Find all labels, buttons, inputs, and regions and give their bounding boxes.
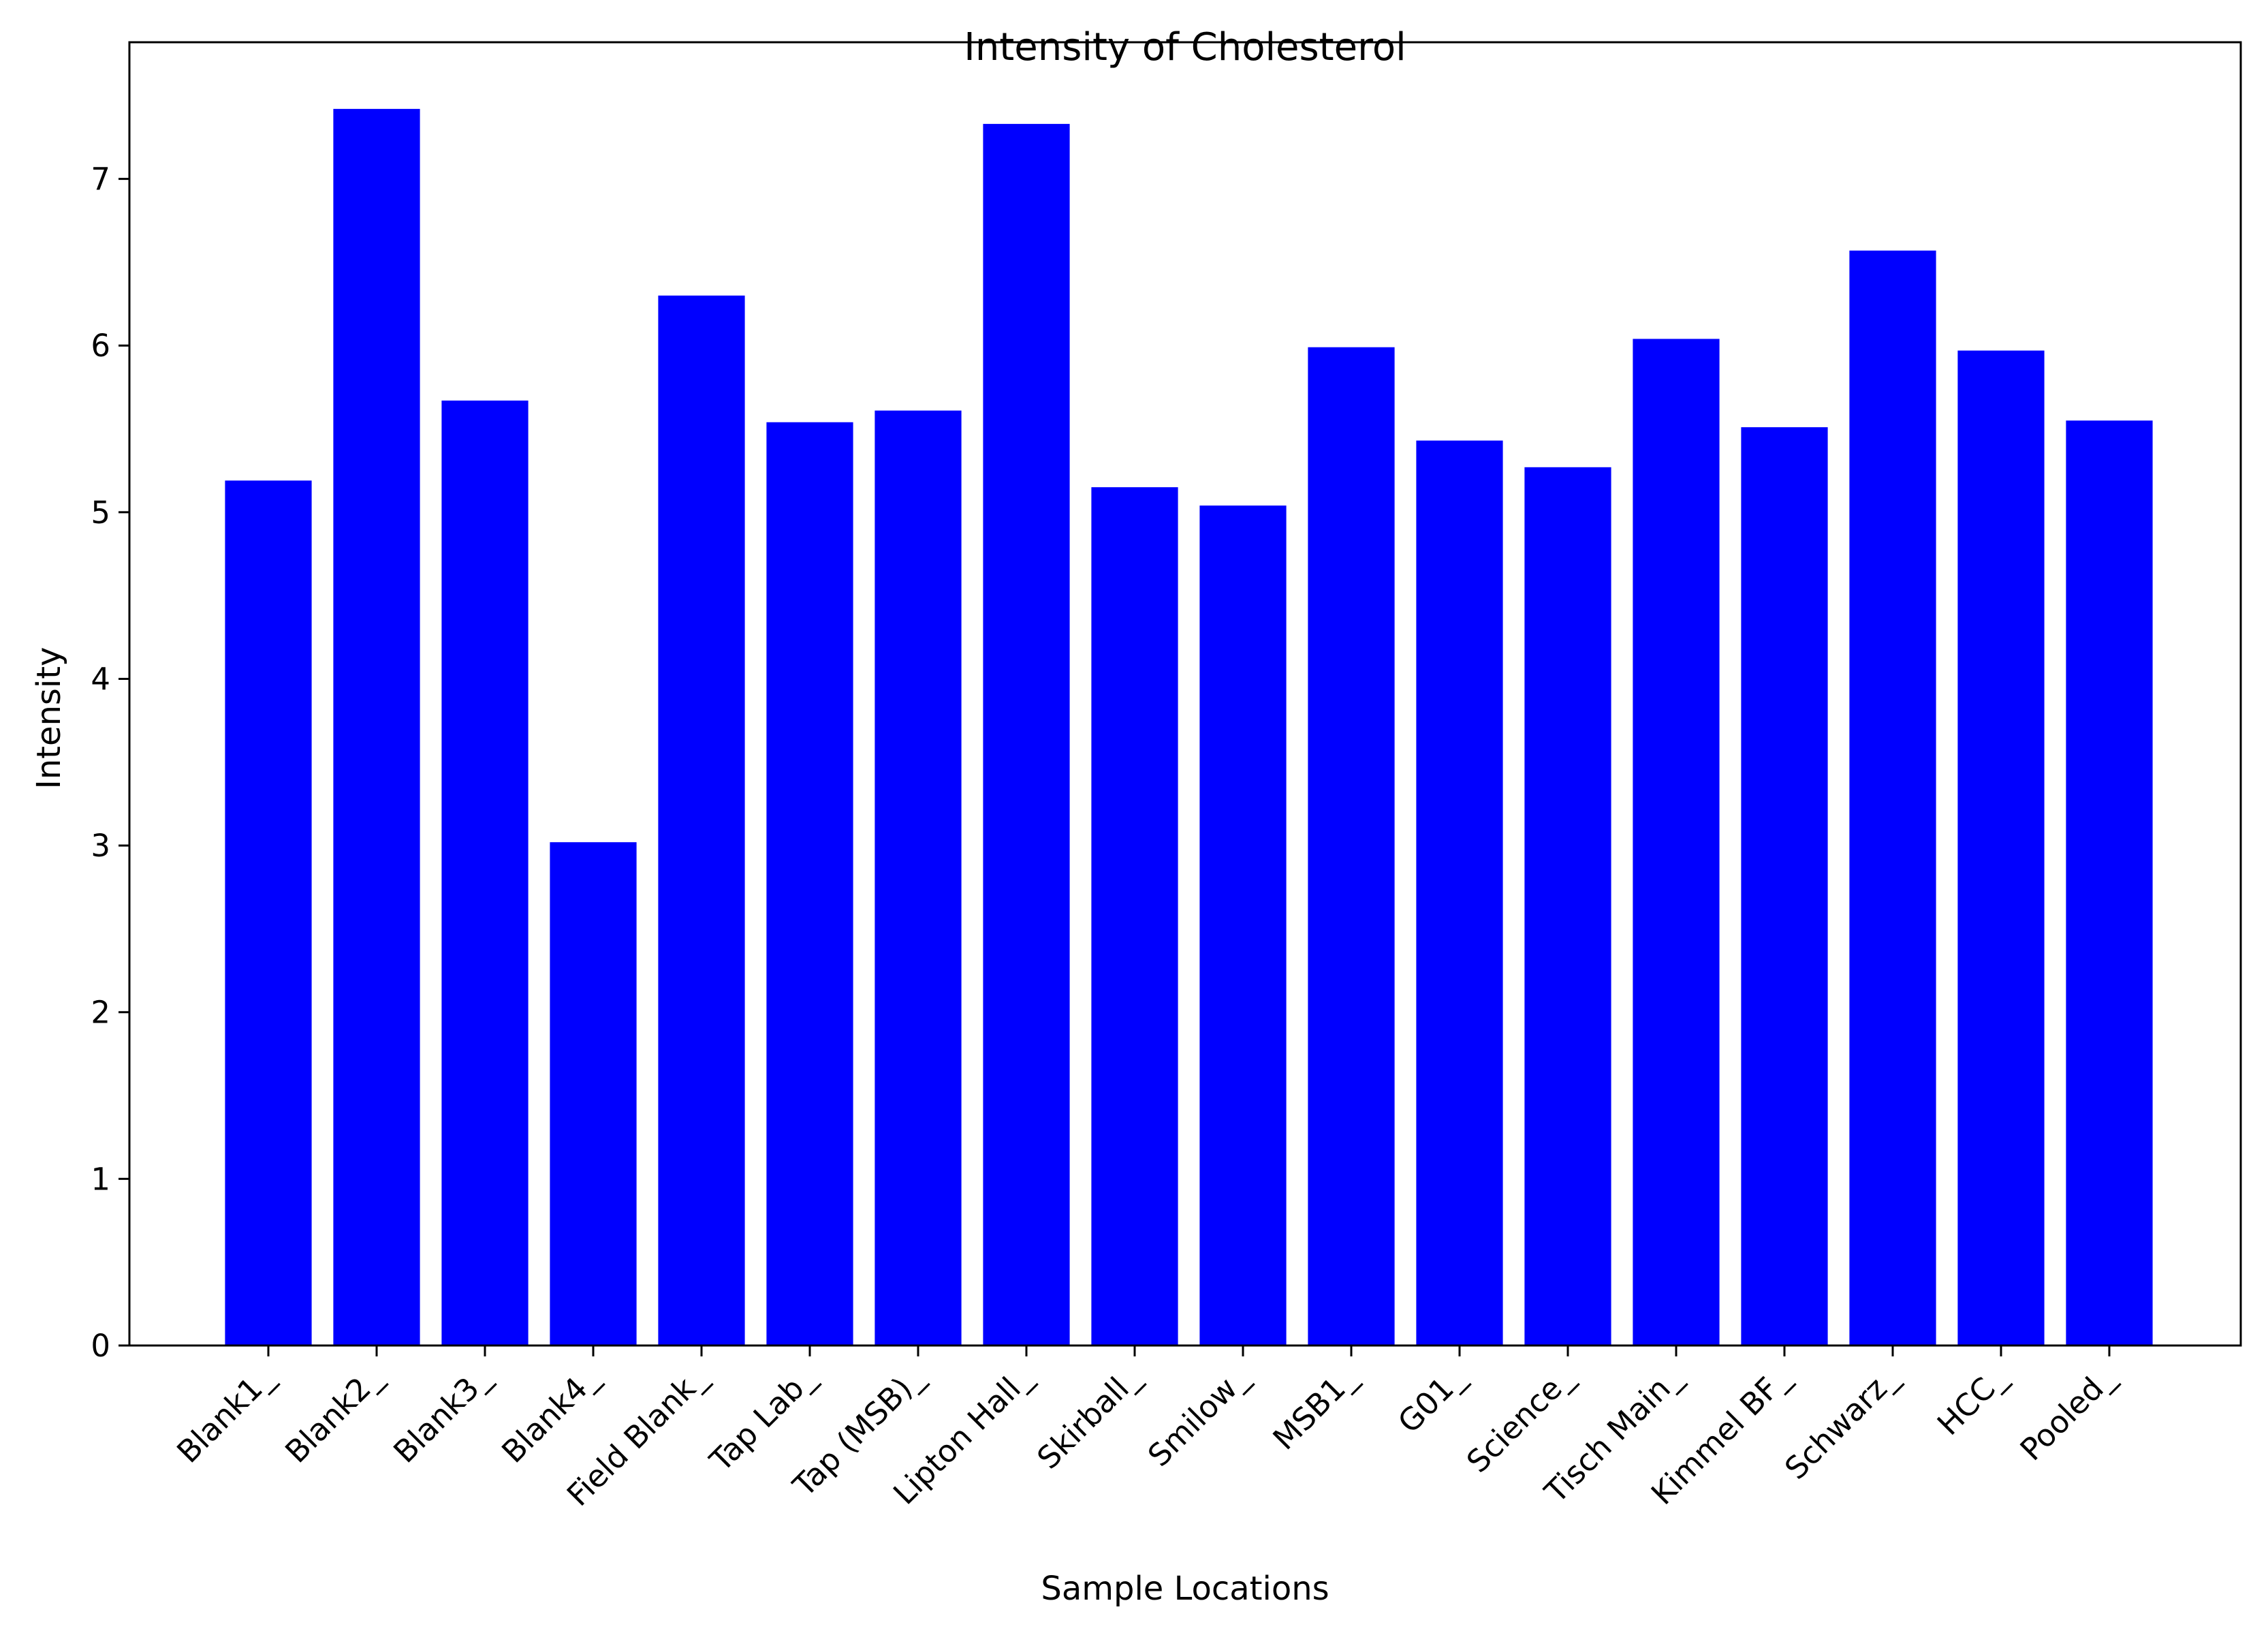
x-tick-label: MSB1_ — [1266, 1359, 1364, 1457]
bar — [333, 108, 420, 1346]
y-tick-label: 1 — [91, 1161, 110, 1197]
y-tick-label: 6 — [91, 328, 110, 364]
y-tick-label: 7 — [91, 161, 110, 198]
bar — [441, 400, 529, 1346]
x-tick-label: Blank3_ — [386, 1359, 497, 1470]
bar — [1633, 339, 1720, 1346]
bar — [875, 410, 962, 1346]
x-tick-label: Blank1_ — [170, 1359, 281, 1470]
y-tick-label: 0 — [91, 1328, 110, 1364]
x-tick-label: Schwarz_ — [1778, 1359, 1905, 1487]
x-tick-label: Blank4_ — [494, 1359, 605, 1470]
x-tick-label: Blank2_ — [278, 1359, 389, 1470]
x-tick-label: Pooled_ — [2013, 1359, 2122, 1467]
bar — [1416, 440, 1503, 1346]
plot-frame — [128, 41, 2242, 1347]
bar — [983, 123, 1070, 1346]
y-tick-label: 4 — [91, 661, 110, 697]
chart-title: Intensity of Cholesterol — [964, 25, 1406, 69]
bars-group — [225, 108, 2153, 1346]
y-axis-ticks: 0 1 2 3 4 5 6 7 — [91, 161, 129, 1364]
y-tick-label: 3 — [91, 828, 110, 864]
bar — [1199, 506, 1287, 1346]
y-tick-label: 5 — [91, 495, 110, 531]
x-axis-label: Sample Locations — [1041, 1570, 1329, 1608]
bar — [1849, 250, 1936, 1346]
bar — [658, 295, 745, 1346]
x-tick-label: Smilow_ — [1141, 1359, 1255, 1474]
x-tick-label: HCC_ — [1930, 1359, 2013, 1442]
bar — [1524, 467, 1611, 1346]
x-tick-label: G01_ — [1391, 1359, 1472, 1440]
bar — [1091, 487, 1178, 1346]
bar — [550, 842, 637, 1346]
bar — [1308, 347, 1395, 1346]
y-axis-label: Intensity — [30, 647, 68, 790]
bar — [1741, 427, 1828, 1346]
bar — [1957, 350, 2045, 1346]
x-tick-label: Skirball_ — [1030, 1359, 1147, 1476]
y-tick-label: 2 — [91, 995, 110, 1031]
bar — [225, 480, 312, 1346]
x-axis-ticks: Blank1_Blank2_Blank3_Blank4_Field Blank_… — [170, 1346, 2122, 1513]
bar — [2066, 420, 2153, 1346]
bar — [766, 422, 853, 1346]
